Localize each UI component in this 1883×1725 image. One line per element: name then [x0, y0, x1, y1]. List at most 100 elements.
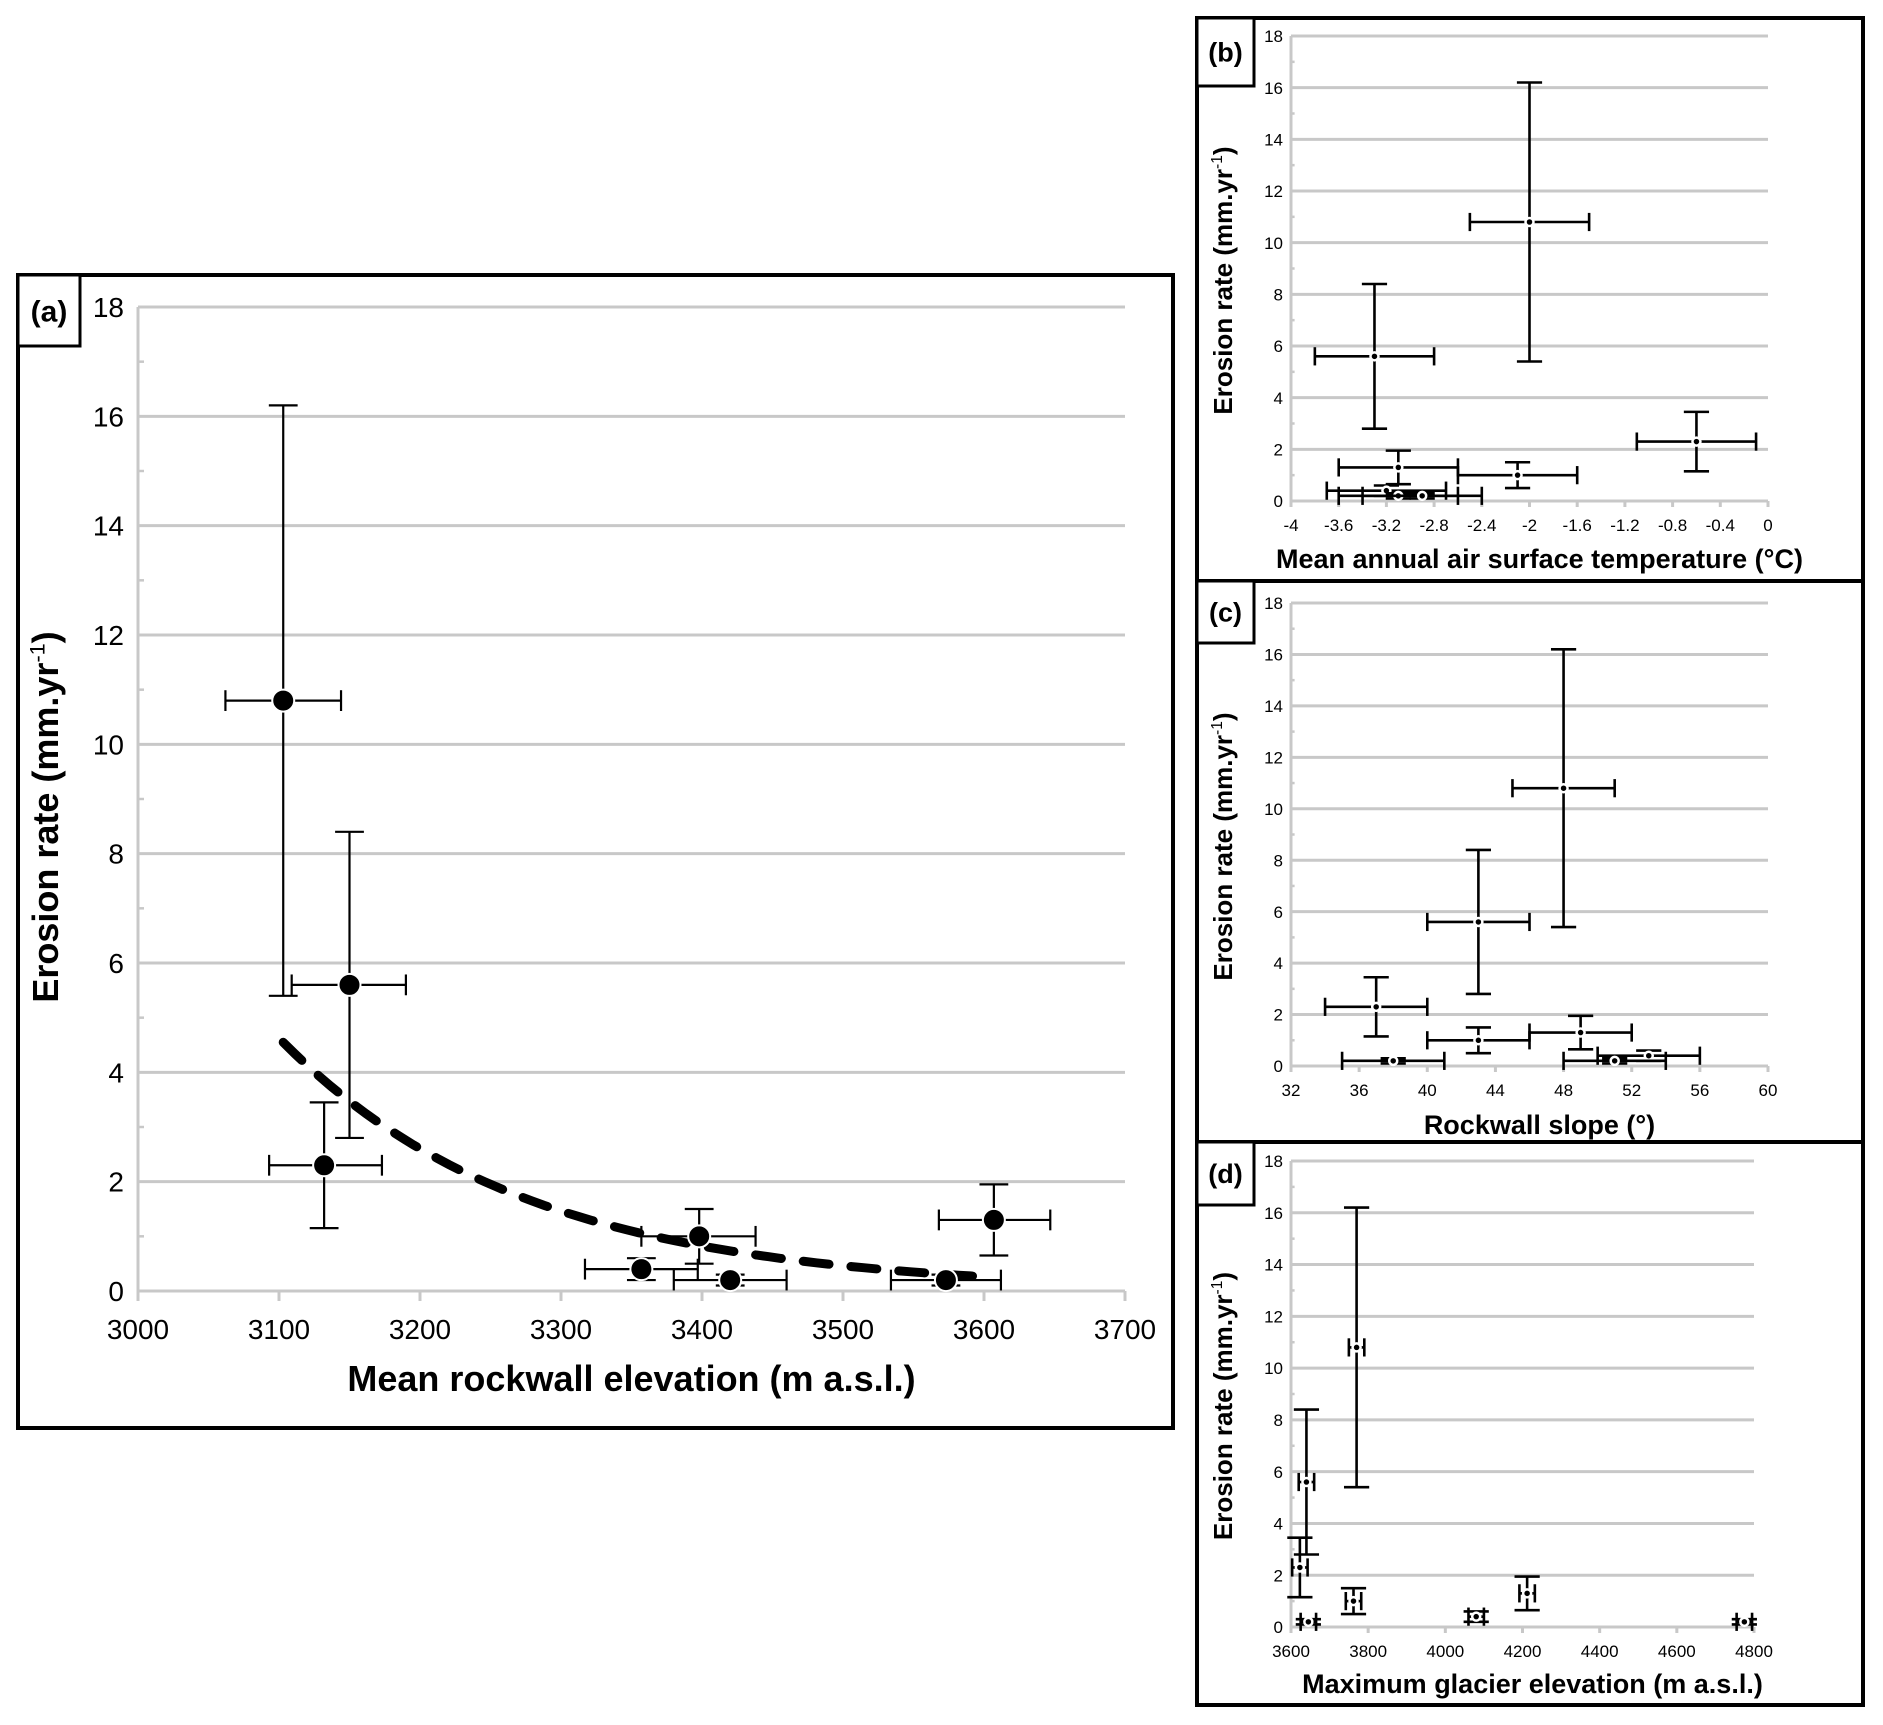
data-point: [1293, 1408, 1320, 1556]
data-point: [672, 1268, 788, 1293]
data-point: [1343, 1206, 1370, 1489]
marker: [1558, 782, 1569, 794]
marker: [1393, 462, 1404, 473]
x-tick-label: -0.8: [1658, 516, 1687, 535]
y-axis-title-main: Erosion rate (mm.yr: [1208, 735, 1238, 981]
y-tick-label: 0: [1274, 492, 1283, 511]
y-tick-label: 8: [1274, 851, 1283, 870]
marker: [981, 1207, 1006, 1232]
data-point: [1511, 647, 1616, 929]
y-tick-label: 4: [1274, 389, 1283, 408]
y-tick-label: 12: [1264, 182, 1283, 201]
y-tick-label: 10: [1264, 1359, 1283, 1378]
y-tick-label: 2: [1274, 440, 1283, 459]
marker: [1351, 1342, 1362, 1353]
y-tick-label: 0: [1274, 1057, 1283, 1076]
data-point: [1456, 460, 1579, 490]
x-tick-label: 3400: [671, 1314, 733, 1345]
panel-label: (c): [1209, 598, 1242, 628]
y-tick-label: 4: [108, 1057, 124, 1088]
data-point: [1340, 1051, 1446, 1070]
x-tick-label: 3500: [812, 1314, 874, 1345]
y-axis-title-close: ): [1208, 1272, 1238, 1281]
data-point: [1323, 975, 1429, 1038]
y-tick-label: 16: [1264, 646, 1283, 665]
y-axis-title-superscript: -1: [1209, 721, 1226, 735]
x-tick-label: 0: [1763, 516, 1772, 535]
marker: [718, 1268, 743, 1293]
y-tick-label: 18: [1264, 27, 1283, 46]
marker: [933, 1268, 958, 1293]
data-point: [640, 1207, 757, 1265]
x-tick-label: 3700: [1094, 1314, 1156, 1345]
data-point: [1514, 1575, 1540, 1612]
y-tick-label: 8: [1274, 1411, 1283, 1430]
data-point: [1425, 848, 1531, 996]
y-axis-title-close: ): [1208, 146, 1238, 155]
x-tick-label: -2.8: [1419, 516, 1448, 535]
panel-label-box: [1195, 1140, 1256, 1207]
y-tick-label: 8: [108, 839, 124, 870]
marker: [1470, 1611, 1482, 1622]
data-point: [1528, 1014, 1634, 1051]
x-tick-label: -3.6: [1324, 516, 1353, 535]
y-tick-label: 2: [1274, 1566, 1283, 1585]
x-tick-label: 4000: [1426, 1642, 1464, 1661]
x-tick-label: 3300: [530, 1314, 592, 1345]
x-tick-label: 44: [1486, 1081, 1505, 1100]
marker: [687, 1224, 712, 1249]
x-axis-title: Mean rockwall elevation (m a.s.l.): [347, 1358, 915, 1399]
y-tick-label: 6: [1274, 1463, 1283, 1482]
y-axis-title: Erosion rate (mm.yr-1): [24, 631, 66, 1002]
x-tick-label: 3600: [1272, 1642, 1310, 1661]
y-tick-label: 10: [93, 729, 124, 760]
y-tick-label: 2: [1274, 1006, 1283, 1025]
y-tick-label: 12: [1264, 1307, 1283, 1326]
x-tick-label: -1.2: [1610, 516, 1639, 535]
panel-label: (a): [31, 295, 68, 328]
marker: [1512, 469, 1523, 481]
panel-label: (d): [1208, 1159, 1242, 1189]
marker: [1521, 1588, 1533, 1599]
x-tick-label: 56: [1690, 1081, 1709, 1100]
marker: [1691, 436, 1702, 447]
marker: [1416, 490, 1428, 502]
panel-frame: [1195, 1140, 1865, 1707]
y-tick-label: 4: [1274, 954, 1283, 973]
y-tick-label: 8: [1274, 285, 1283, 304]
marker: [271, 688, 296, 713]
data-point: [224, 404, 343, 997]
data-point: [1425, 1026, 1531, 1055]
data-point: [1562, 1051, 1668, 1070]
trendline: [278, 1037, 999, 1282]
x-tick-label: -4: [1283, 516, 1298, 535]
data-point: [1295, 1612, 1321, 1631]
marker: [1575, 1027, 1586, 1038]
data-point: [1635, 410, 1758, 473]
panel-c: 0 2 4 6 8 10 12 14 16 18 32 36 40 44 48 52 56 60 (c) Rockwa…: [1195, 579, 1865, 1144]
x-tick-label: 3000: [107, 1314, 169, 1345]
x-tick-label: 3600: [953, 1314, 1015, 1345]
data-point: [1337, 449, 1460, 486]
x-axis-title: Rockwall slope (°): [1424, 1110, 1655, 1140]
marker: [1303, 1616, 1314, 1628]
y-axis-title-superscript: -1: [24, 643, 49, 662]
x-tick-label: -1.6: [1563, 516, 1592, 535]
x-tick-label: 3200: [389, 1314, 451, 1345]
y-tick-label: 12: [1264, 748, 1283, 767]
data-point: [937, 1183, 1052, 1257]
x-tick-label: -0.4: [1706, 516, 1735, 535]
x-tick-label: 4800: [1735, 1642, 1773, 1661]
y-axis-title-main: Erosion rate (mm.yr: [1208, 169, 1238, 415]
y-tick-label: 14: [1264, 697, 1283, 716]
y-axis-title-close: ): [1208, 712, 1238, 721]
panel-a: 0 2 4 6 8 10 12 14 16 18 3000 3100 3200 3300 3400 3500 3…: [16, 273, 1175, 1430]
x-tick-label: 36: [1350, 1081, 1369, 1100]
marker: [1294, 1562, 1306, 1573]
x-tick-label: 4400: [1581, 1642, 1619, 1661]
data-point: [1468, 81, 1591, 363]
y-tick-label: 14: [1264, 130, 1283, 149]
y-axis-title: Erosion rate (mm.yr-1): [1208, 712, 1238, 980]
x-tick-label: 3100: [248, 1314, 310, 1345]
x-tick-label: 4600: [1658, 1642, 1696, 1661]
